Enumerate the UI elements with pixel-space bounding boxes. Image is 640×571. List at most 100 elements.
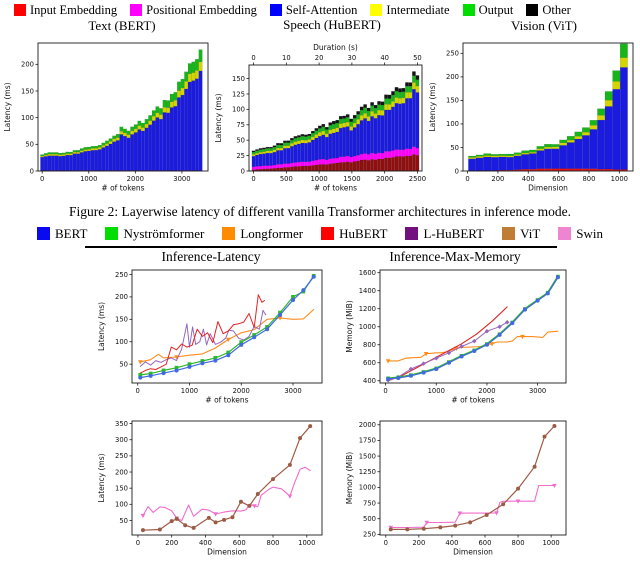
svg-text:1000: 1000 [310,175,327,183]
svg-text:200: 200 [115,468,128,476]
svg-text:Dimension: Dimension [453,548,493,557]
legend-item-positional-embedding: Positional Embedding [130,3,257,18]
chart-latency-vs-tokens: 0 1000 2000 3000 50 100 150 200 250 # of tokens La… [92,265,330,416]
column-title-latency: Inference-Latency [161,249,261,264]
svg-text:400: 400 [522,175,535,183]
svg-text:Duration (s): Duration (s) [313,43,358,52]
svg-text:1600: 1600 [359,269,376,277]
legend-item-nystromformer: Nyströmformer [105,226,204,242]
positional-embedding-swatch-icon [130,4,143,16]
svg-text:200: 200 [412,539,425,547]
svg-text:0: 0 [465,175,469,183]
svg-text:1250: 1250 [359,468,376,476]
legend-label: Nyströmformer [123,225,205,241]
svg-text:0: 0 [251,175,255,183]
legend-label: BERT [55,225,88,241]
svg-text:0: 0 [136,387,140,395]
legend-label: L-HuBERT [423,225,485,241]
svg-text:# of tokens: # of tokens [314,184,357,193]
legend-divider [85,246,557,248]
svg-text:Memory (MiB): Memory (MiB) [345,300,354,353]
svg-text:800: 800 [363,341,376,349]
svg-text:0: 0 [30,167,34,175]
legend-item-input-embedding: Input Embedding [14,3,117,18]
bert-swatch-icon [37,227,50,240]
svg-text:600: 600 [233,539,246,547]
svg-text:# of tokens: # of tokens [451,396,494,405]
svg-text:600: 600 [478,539,491,547]
legend-label: HuBERT [339,225,388,241]
legend-item-bert: BERT [37,226,87,242]
svg-text:150: 150 [446,97,459,105]
svg-text:0: 0 [384,539,388,547]
subtitle-vision-vit: Vision (ViT) [511,18,577,33]
cell-latency-dimension: 0 200 400 600 800 1000 50 100 150 200 250 300 350 Dim… [92,416,330,568]
svg-text:Latency (ms): Latency (ms) [428,82,437,131]
svg-text:Memory (MiB): Memory (MiB) [345,452,354,505]
svg-text:# of tokens: # of tokens [101,184,144,193]
svg-text:Dimension: Dimension [207,548,247,557]
svg-text:Dimension: Dimension [528,184,568,193]
svg-text:Latency (ms): Latency (ms) [97,302,106,351]
swin-swatch-icon [558,227,572,240]
svg-text:600: 600 [552,175,565,183]
column-title-memory: Inference-Max-Memory [389,249,521,264]
legend-item-vit: ViT [502,226,540,242]
svg-text:400: 400 [363,377,376,385]
chart-latency-vs-dimension: 0 200 400 600 800 1000 50 100 150 200 250 300 350 Dim… [92,416,330,568]
vit-swatch-icon [502,227,516,240]
svg-text:250: 250 [446,50,459,58]
cell-memory-tokens: Inference-Max-Memory 0 1000 2000 3000 400 600… [336,249,574,416]
component-legend: Input Embedding Positional Embedding Sel… [0,2,640,18]
svg-text:350: 350 [115,420,128,428]
svg-text:1000: 1000 [542,539,559,547]
svg-text:100: 100 [115,338,128,346]
chart-hubert-layerwise: 0 500 1000 1500 2000 2500 0 25 50 75 100 125 150 # of… [213,33,427,199]
svg-text:200: 200 [165,539,178,547]
svg-text:150: 150 [115,484,128,492]
svg-text:400: 400 [199,539,212,547]
legend-item-other: Other [526,3,571,18]
legend-item-l-hubert: L-HuBERT [405,226,484,242]
benchmark-line-charts-grid: Inference-Latency 0 1000 2000 3000 50 100 150 2… [92,249,640,568]
svg-text:0: 0 [40,175,44,183]
svg-text:20: 20 [315,54,324,62]
svg-text:1000: 1000 [298,539,315,547]
svg-text:150: 150 [232,75,245,83]
legend-label: Longformer [240,225,304,241]
svg-text:200: 200 [115,293,128,301]
svg-text:1200: 1200 [359,305,376,313]
svg-text:1000: 1000 [611,175,628,183]
svg-text:40: 40 [380,54,389,62]
svg-text:1750: 1750 [359,437,376,445]
svg-text:0: 0 [251,54,255,62]
svg-text:Latency (ms): Latency (ms) [214,93,223,142]
subtitle-speech-hubert: Speech (HuBERT) [283,17,381,32]
svg-text:200: 200 [491,175,504,183]
svg-text:200: 200 [446,73,459,81]
legend-item-self-attention: Self-Attention [269,3,357,18]
svg-text:50: 50 [236,136,245,144]
svg-text:50: 50 [25,141,34,149]
svg-text:1000: 1000 [80,175,97,183]
layerwise-bar-charts-row: 0 1000 2000 3000 0 50 100 150 200 # of tokens Late… [0,33,640,199]
panel-subtitles: Text (BERT) Speech (HuBERT) Vision (ViT) [0,17,640,33]
svg-text:50: 50 [119,360,128,368]
svg-text:400: 400 [445,539,458,547]
svg-text:800: 800 [267,539,280,547]
svg-text:Latency (ms): Latency (ms) [3,82,12,131]
self-attention-swatch-icon [269,4,282,16]
svg-text:100: 100 [232,106,245,114]
svg-text:250: 250 [115,452,128,460]
svg-text:200: 200 [21,61,34,69]
svg-text:3000: 3000 [173,175,190,183]
input-embedding-swatch-icon [14,4,26,16]
chart-vit-layerwise: 0 200 400 600 800 1000 0 50 100 150 200 250 Dimensio… [427,33,638,199]
svg-text:0: 0 [383,387,387,395]
intermediate-swatch-icon [370,4,383,16]
svg-text:10: 10 [282,54,291,62]
legend-label: Output [478,2,514,17]
svg-text:100: 100 [446,120,459,128]
figure-caption: Figure 2: Layerwise latency of different… [68,204,572,219]
chart-bert-layerwise: 0 1000 2000 3000 0 50 100 150 200 # of tokens Late… [2,33,213,199]
